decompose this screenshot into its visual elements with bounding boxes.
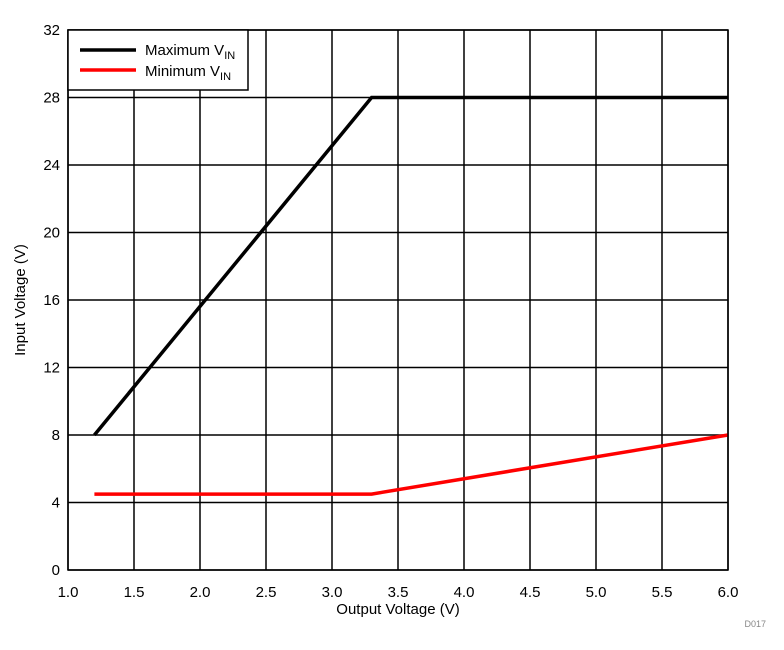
figure-code: D017 (744, 619, 766, 629)
legend: Maximum VIN Minimum VIN (67, 29, 249, 91)
y-tick-label: 8 (52, 427, 60, 444)
plot-frame (67, 29, 729, 571)
y-tick-labels: 0 4 8 12 16 20 24 28 32 (43, 22, 60, 579)
x-tick-label: 2.0 (190, 584, 211, 601)
y-tick-label: 16 (43, 292, 60, 309)
x-tick-label: 3.5 (388, 584, 409, 601)
x-tick-label: 5.0 (586, 584, 607, 601)
x-tick-label: 4.5 (520, 584, 541, 601)
x-tick-label: 1.5 (124, 584, 145, 601)
y-tick-label: 12 (43, 360, 60, 377)
x-tick-label: 5.5 (652, 584, 673, 601)
y-tick-label: 24 (43, 157, 60, 174)
x-tick-labels: 1.0 1.5 2.0 2.5 3.0 3.5 4.0 4.5 5.0 5.5 6.0 (58, 584, 739, 601)
series-line-minimum (94, 433, 729, 496)
y-tick-label: 0 (52, 562, 60, 579)
series-line-maximum (93, 95, 728, 437)
x-axis-title: Output Voltage (V) (336, 601, 459, 618)
x-tick-label: 3.0 (322, 584, 343, 601)
y-axis-title: Input Voltage (V) (12, 244, 29, 356)
y-tick-label: 28 (43, 90, 60, 107)
series-lines (93, 95, 729, 496)
y-tick-label: 20 (43, 225, 60, 242)
x-tick-label: 1.0 (58, 584, 79, 601)
x-tick-label: 2.5 (256, 584, 277, 601)
legend-label-minimum: Minimum VIN (145, 63, 231, 83)
legend-label-maximum: Maximum VIN (145, 42, 235, 62)
x-tick-label: 6.0 (718, 584, 739, 601)
y-tick-label: 32 (43, 22, 60, 39)
y-tick-label: 4 (52, 495, 60, 512)
legend-box (67, 29, 249, 91)
x-tick-label: 4.0 (454, 584, 475, 601)
